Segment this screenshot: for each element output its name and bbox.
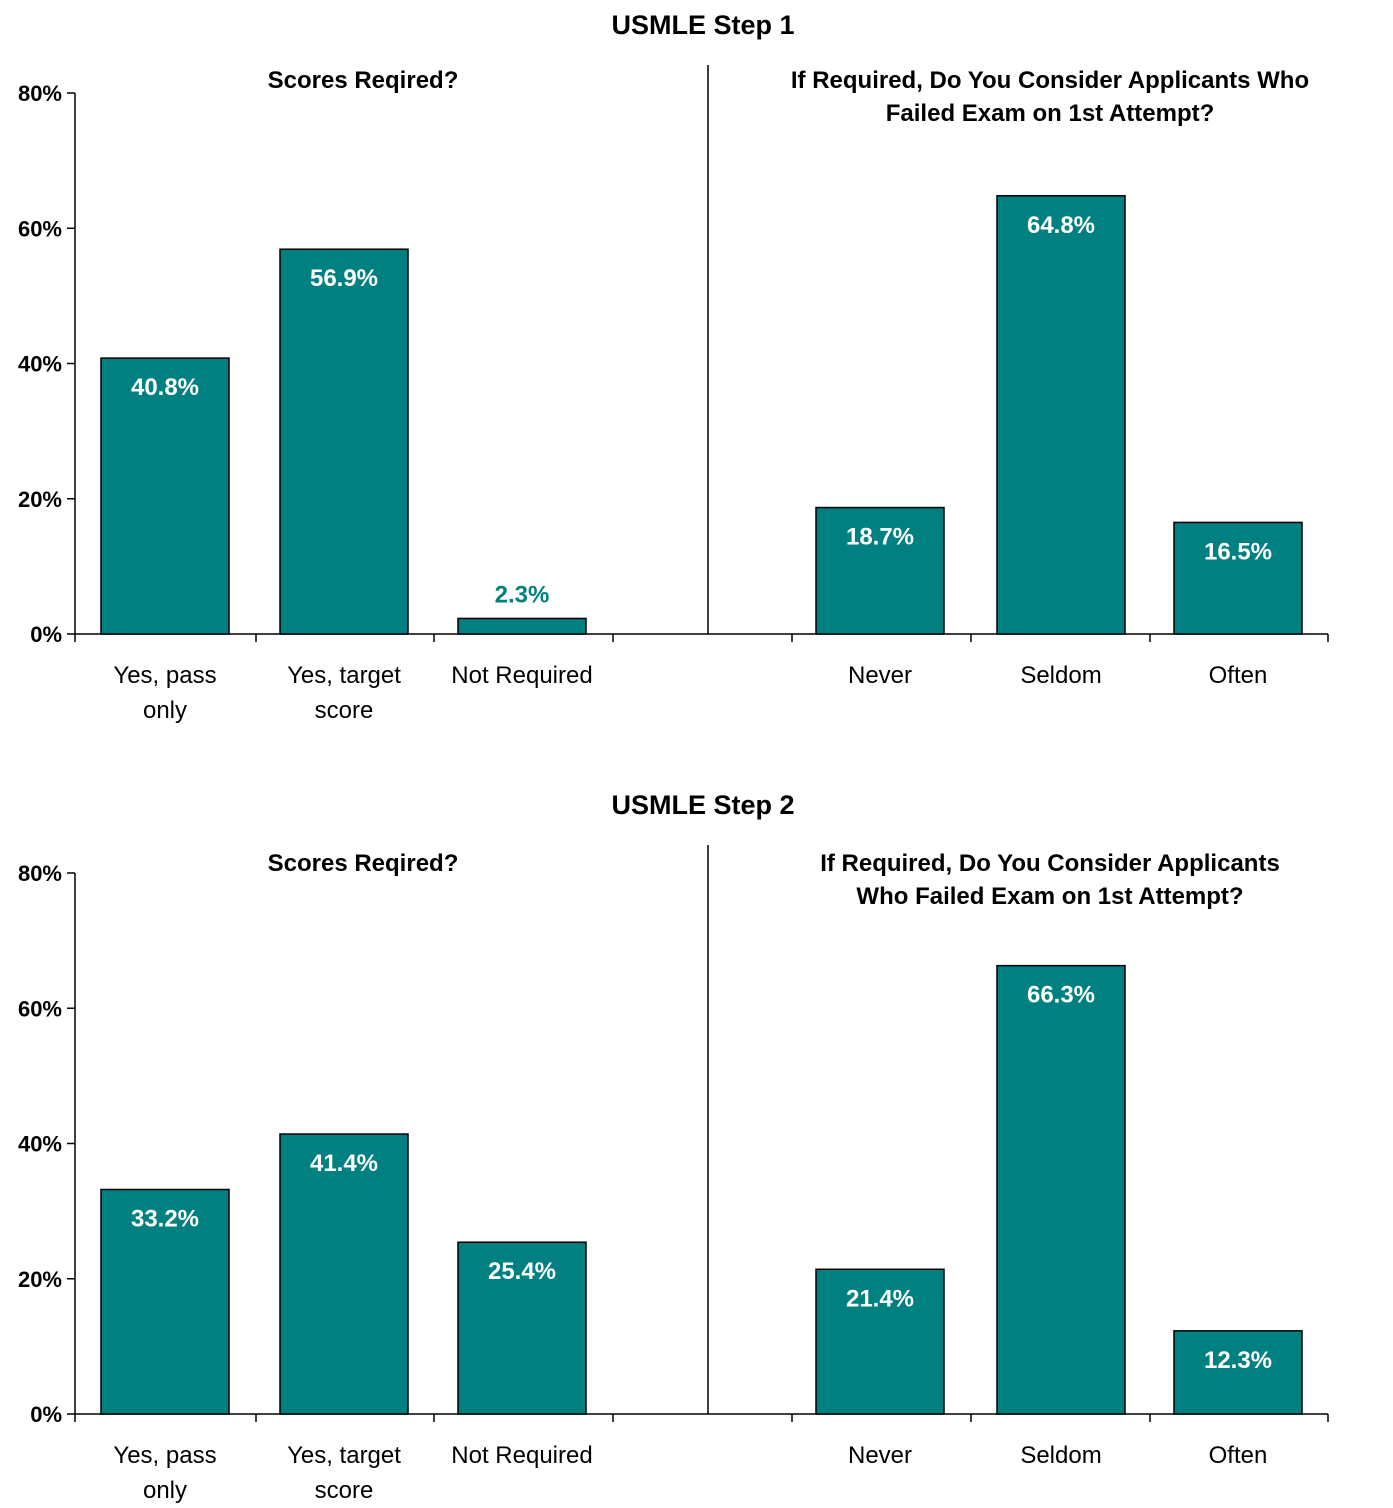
bar (996, 964, 1126, 1415)
y-tick-label: 80% (18, 861, 62, 886)
y-tick-label: 40% (18, 1132, 62, 1157)
bar (815, 1268, 945, 1415)
x-tick-label: only (143, 697, 187, 724)
bar (1173, 1330, 1303, 1415)
panel-subtitle: If Required, Do You Consider Applicants … (791, 67, 1309, 94)
y-tick-label: 20% (18, 1267, 62, 1292)
y-tick-label: 60% (18, 216, 62, 241)
x-tick-label: score (315, 697, 374, 724)
panel-subtitle: Failed Exam on 1st Attempt? (886, 100, 1215, 127)
panel-subtitle: Scores Reqired? (268, 67, 459, 94)
data-label: 21.4% (846, 1285, 914, 1312)
x-tick-label: Never (848, 662, 912, 689)
panel-failed-first-attempt: If Required, Do You Consider Applicants … (791, 67, 1309, 689)
bar (457, 617, 587, 635)
x-tick-label: Yes, target (287, 662, 401, 689)
data-label: 66.3% (1027, 982, 1095, 1009)
chart-title: USMLE Step 2 (611, 790, 794, 820)
bar (457, 1241, 587, 1415)
panel-subtitle: If Required, Do You Consider Applicants (820, 850, 1280, 877)
data-label: 25.4% (488, 1258, 556, 1285)
panel-subtitle: Who Failed Exam on 1st Attempt? (856, 883, 1243, 910)
panel-subtitle: Scores Reqired? (268, 850, 459, 877)
data-label: 18.7% (846, 524, 914, 551)
chart-step-2: USMLE Step 2 0% 20% 40% 60% 80% Scores Reqired… (18, 790, 1329, 1504)
chart-step-1: USMLE Step 1 0% 20% 40% 60% 80% Scores Reqired… (18, 10, 1329, 724)
x-tick-label: Not Required (451, 1442, 592, 1469)
chart-title: USMLE Step 1 (611, 10, 794, 40)
data-label: 2.3% (495, 581, 550, 608)
bar (100, 357, 230, 635)
bar (279, 248, 409, 635)
x-tick-label: Yes, pass (113, 662, 216, 689)
bar (1173, 521, 1303, 635)
y-tick-label: 20% (18, 487, 62, 512)
y-tick-label: 0% (30, 1402, 62, 1427)
x-tick-label: Yes, pass (113, 1442, 216, 1469)
bar (996, 195, 1126, 635)
x-tick-label: Not Required (451, 662, 592, 689)
data-label: 12.3% (1204, 1347, 1272, 1374)
bar (815, 506, 945, 635)
data-label: 33.2% (131, 1205, 199, 1232)
panel-scores-required: Scores Reqired? 40.8% Yes, pass only 56.9% Ye… (100, 67, 593, 724)
y-tick-label: 40% (18, 352, 62, 377)
y-tick-label: 80% (18, 81, 62, 106)
x-tick-label: Often (1209, 1442, 1268, 1469)
data-label: 41.4% (310, 1150, 378, 1177)
data-label: 40.8% (131, 374, 199, 401)
x-tick-label: Yes, target (287, 1442, 401, 1469)
y-tick-label: 60% (18, 996, 62, 1021)
bar (279, 1133, 409, 1415)
x-tick-label: score (315, 1477, 374, 1503)
y-tick-label: 0% (30, 622, 62, 647)
panel-failed-first-attempt: If Required, Do You Consider Applicants W… (815, 850, 1303, 1469)
x-tick-label: Seldom (1020, 1442, 1101, 1469)
data-label: 64.8% (1027, 212, 1095, 239)
x-tick-label: only (143, 1477, 187, 1503)
data-label: 56.9% (310, 265, 378, 292)
x-tick-label: Often (1209, 662, 1268, 689)
data-label: 16.5% (1204, 538, 1272, 565)
x-tick-label: Seldom (1020, 662, 1101, 689)
bar (100, 1188, 230, 1415)
panel-scores-required: Scores Reqired? 33.2% Yes, pass only 41.4% Ye… (100, 850, 593, 1504)
x-tick-label: Never (848, 1442, 912, 1469)
